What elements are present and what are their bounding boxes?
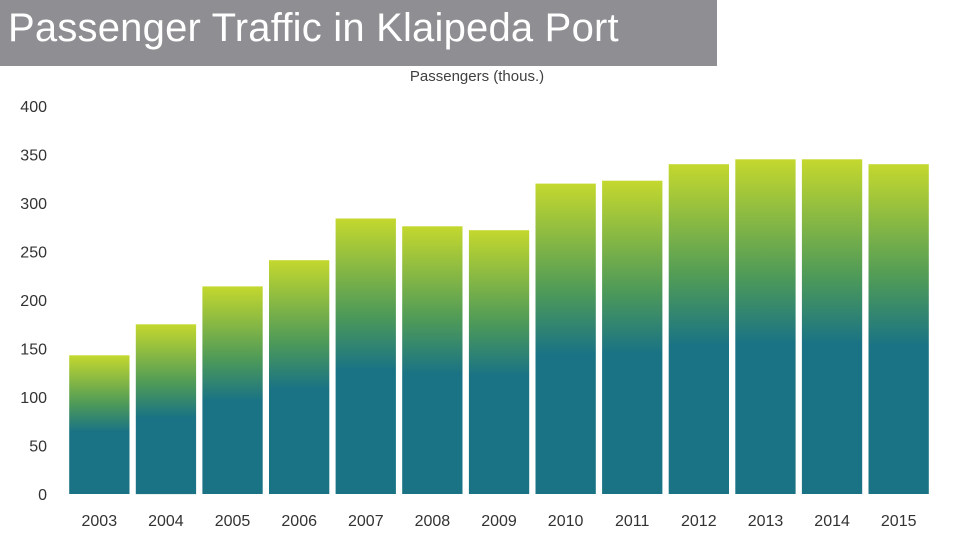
bar-2012: [668, 164, 729, 494]
x-tick-label: 2005: [215, 513, 251, 530]
bar-2007: [335, 218, 396, 494]
x-axis: 2003 2004 2005 2006 2007 2008 2009 2010 2011 2012…: [82, 513, 917, 530]
bar-2014: [801, 159, 863, 495]
y-tick-label: 200: [20, 293, 47, 310]
bar-2003: [69, 355, 130, 494]
bar-2015: [868, 164, 929, 494]
bar-2008: [402, 226, 463, 495]
x-tick-label: 2003: [82, 513, 118, 530]
bar-2011: [602, 180, 663, 494]
bar-2004: [135, 324, 197, 495]
x-tick-label: 2015: [881, 513, 917, 530]
bar-2013: [735, 159, 796, 495]
page-title: Passenger Traffic in Klaipeda Port: [8, 6, 619, 50]
x-tick-label: 2009: [481, 513, 517, 530]
y-tick-label: 0: [38, 487, 47, 504]
bar-2009: [468, 230, 530, 494]
x-tick-label: 2014: [814, 513, 850, 530]
bar-2006: [269, 260, 330, 494]
x-tick-label: 2008: [415, 513, 451, 530]
x-tick-label: 2013: [748, 513, 784, 530]
y-tick-label: 50: [29, 439, 47, 456]
x-tick-label: 2011: [615, 513, 650, 530]
y-axis: 0 50 100 150 200 250 300 350 400: [20, 99, 47, 504]
y-tick-label: 150: [20, 342, 47, 359]
bar-2010: [535, 183, 596, 494]
x-tick-label: 2006: [281, 513, 317, 530]
x-tick-label: 2010: [548, 513, 584, 530]
x-tick-label: 2004: [148, 513, 184, 530]
x-tick-label: 2007: [348, 513, 384, 530]
bar-2005: [202, 286, 263, 494]
y-tick-label: 350: [20, 148, 47, 165]
y-tick-label: 100: [20, 390, 47, 407]
y-tick-label: 400: [20, 99, 47, 116]
y-tick-label: 250: [20, 245, 47, 262]
title-bar: Passenger Traffic in Klaipeda Port: [0, 0, 717, 66]
chart-subtitle: Passengers (thous.): [410, 68, 544, 85]
x-tick-label: 2012: [681, 513, 717, 530]
bars: [69, 159, 929, 495]
y-tick-label: 300: [20, 196, 47, 213]
